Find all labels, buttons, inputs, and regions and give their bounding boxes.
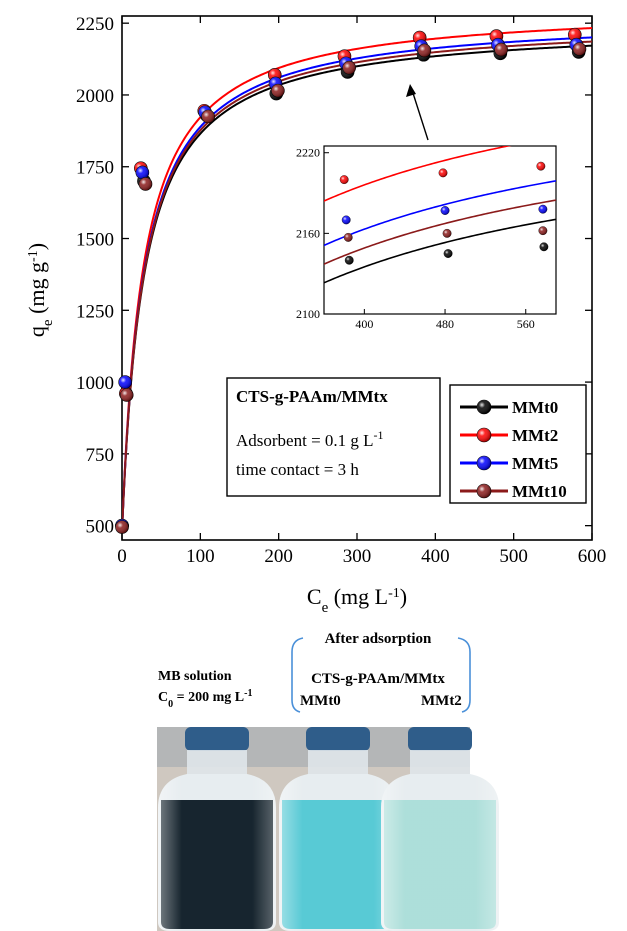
inset-point-mmt10-2 [538,226,548,236]
legend-item-mmt0: MMt0 [460,398,558,417]
bottle-mb-solution [158,727,276,931]
y-tick-label-1000: 1000 [76,373,114,394]
inset-data-points [339,161,549,265]
fit-curve-mmt10 [122,40,592,532]
point-mmt10-1 [119,388,134,402]
inset-fit-curve-mmt10 [324,199,556,265]
inset-point-mmt0-2 [539,242,549,252]
legend-item-mmt10: MMt10 [460,482,567,501]
inset-point-mmt10-1 [442,228,452,238]
inset-fit-curve-mmt0 [324,218,556,284]
inset-fit-curve-mmt5 [324,180,556,247]
inset-fit-curve-mmt2 [324,146,512,202]
point-mmt2-8 [567,27,582,42]
inset-point-mmt2-2 [536,161,546,171]
inset-y-tick-label-2160: 2160 [296,226,320,240]
x-tick-label-400: 400 [421,546,450,567]
y-tick-label-1500: 1500 [76,230,114,251]
x-tick-label-600: 600 [578,546,607,567]
fit-curve-mmt5 [122,36,592,532]
inset-point-mmt0-0 [344,255,354,265]
inset-chart: 400 480 560 2100 2160 2220 [296,84,557,331]
inset-point-mmt10-0 [343,232,353,242]
legend-item-mmt5: MMt5 [460,454,558,473]
photo-section: MB solution C0 = 200 mg L-1 After adsorp… [157,631,499,931]
bottle-mmt2 [381,727,499,931]
mb-concentration-label: C0 = 200 mg L-1 [158,688,252,710]
point-mmt10-5 [342,60,356,75]
info-box-time: time contact = 3 h [236,460,359,479]
y-tick-label-1250: 1250 [76,301,114,322]
point-mmt10-7 [494,42,508,57]
legend-label-mmt0: MMt0 [512,398,558,417]
y-axis-label: qe (mg g-1) [24,243,56,337]
inset-x-tick-label-560: 560 [517,317,535,331]
main-axes: 0 100 200 300 400 500 600 500 750 1000 1250 1500 175… [76,14,606,567]
inset-x-tick-label-400: 400 [355,317,373,331]
x-tick-label-500: 500 [499,546,528,567]
inset-point-mmt0-1 [443,249,453,258]
x-axis-label: Ce (mg L-1) [307,584,407,616]
point-mmt10-8 [572,42,587,56]
inset-point-mmt2-0 [339,175,349,185]
y-tick-label-500: 500 [86,517,115,538]
group-bracket-left [291,637,304,713]
info-box: CTS-g-PAAm/MMtx Adsorbent = 0.1 g L-1 ti… [226,377,441,497]
point-mmt5-1 [118,375,132,389]
after-adsorption-heading: After adsorption [325,631,432,647]
legend-label-mmt5: MMt5 [512,454,558,473]
legend-label-mmt2: MMt2 [512,426,558,445]
inset-fit-curves [324,146,556,284]
bottles-photograph [157,727,499,931]
inset-y-tick-label-2220: 2220 [296,146,320,160]
bottle-mmt0-label: MMt0 [300,693,341,709]
point-mmt10-4 [271,83,285,98]
inset-point-mmt2-1 [438,168,448,178]
bottle-mmt0 [279,727,397,931]
group-bracket-right [457,637,471,713]
fit-curve-mmt0 [122,44,592,532]
info-box-adsorbent: Adsorbent = 0.1 g L-1 [236,428,384,450]
point-mmt10-2 [138,177,153,191]
x-tick-label-100: 100 [186,546,215,567]
inset-axes: 400 480 560 2100 2160 2220 [296,146,535,331]
y-tick-label-2000: 2000 [76,86,114,107]
x-tick-label-200: 200 [264,546,293,567]
mb-solution-label: MB solution [158,669,232,684]
legend: MMt0 MMt2 MMt5 MMt10 [449,384,587,504]
x-tick-label-300: 300 [343,546,372,567]
y-tick-label-1750: 1750 [76,158,114,179]
inset-point-mmt5-0 [341,215,351,225]
inset-point-mmt5-2 [538,204,548,214]
point-mmt5-2 [135,165,150,180]
main-data-points [115,27,587,534]
x-tick-label-0: 0 [117,546,127,567]
y-tick-label-2250: 2250 [76,14,114,35]
bottle-mmt2-label: MMt2 [421,693,462,709]
y-tick-label-750: 750 [86,445,115,466]
point-mmt10-6 [417,43,432,58]
main-chart: 0 100 200 300 400 500 600 500 750 1000 1250 1500 175… [24,14,606,616]
inset-point-mmt5-1 [440,206,450,215]
point-mmt10-3 [201,109,215,124]
legend-item-mmt2: MMt2 [460,426,558,445]
legend-label-mmt10: MMt10 [512,482,567,501]
zoom-arrow-line [411,89,429,141]
zoom-arrow-head [406,84,416,97]
inset-x-tick-label-480: 480 [436,317,454,331]
info-box-title: CTS-g-PAAm/MMtx [236,387,388,406]
after-adsorption-subheading: CTS-g-PAAm/MMtx [311,671,445,687]
point-mmt10-0 [115,520,129,534]
inset-y-tick-label-2100: 2100 [296,307,320,321]
